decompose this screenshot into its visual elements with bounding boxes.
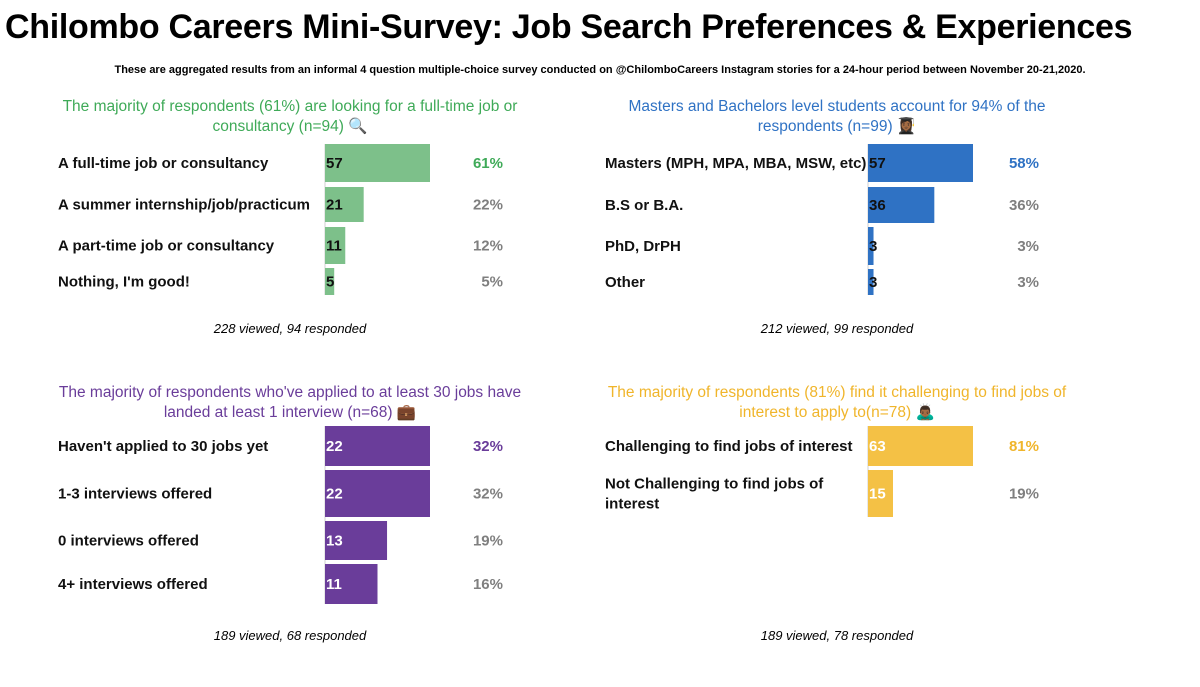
category-label-a-full-time-job-or-consultancy: A full-time job or consultancy <box>58 155 269 172</box>
bar-nothing-i-m-good <box>325 268 335 295</box>
category-label-masters-mph-mpa-mba-msw-etc: Masters (MPH, MPA, MBA, MSW, etc) <box>605 155 866 172</box>
bar-challenging-to-find-jobs-of-interest <box>868 426 973 466</box>
chart-panel-interviews: The majority of respondents who've appli… <box>40 383 600 673</box>
value-label-haven-t-applied-to-30-jobs-yet: 22 <box>326 438 343 455</box>
chart-panel-job-type: The majority of respondents (61%) are lo… <box>40 97 600 387</box>
footnote-job-type: 228 viewed, 94 responded <box>213 321 367 336</box>
bar-a-summer-internship-job-practicum <box>325 187 364 222</box>
bar-a-full-time-job-or-consultancy <box>325 144 430 182</box>
bar-b-s-or-b-a <box>868 187 935 223</box>
footnote-job-interest: 189 viewed, 78 responded <box>760 628 914 643</box>
bar-4-interviews-offered <box>325 564 378 604</box>
category-label-other: Other <box>605 274 645 291</box>
category-label-phd-drph: PhD, DrPH <box>605 238 681 255</box>
percent-label-haven-t-applied-to-30-jobs-yet: 32% <box>473 438 503 455</box>
chart-heading-job-type: The majority of respondents (61%) are lo… <box>62 98 518 135</box>
value-label-other: 3 <box>869 274 877 291</box>
value-label-phd-drph: 3 <box>869 238 877 255</box>
value-label-1-3-interviews-offered: 22 <box>326 486 343 503</box>
value-label-a-part-time-job-or-consultancy: 11 <box>326 238 342 255</box>
bar-chart-job-interest: Challenging to find jobs of interest 63 81… <box>605 426 1039 517</box>
category-label-a-summer-internship-job-practicum: A summer internship/job/practicum <box>58 197 310 214</box>
percent-label-0-interviews-offered: 19% <box>473 533 503 550</box>
percent-label-4-interviews-offered: 16% <box>473 576 503 593</box>
percent-label-1-3-interviews-offered: 32% <box>473 486 503 503</box>
category-label-4-interviews-offered: 4+ interviews offered <box>58 576 208 593</box>
bar-chart-job-type: A full-time job or consultancy 57 61% A sum… <box>58 144 503 295</box>
percent-label-challenging-to-find-jobs-of-interest: 81% <box>1009 438 1039 455</box>
category-label-haven-t-applied-to-30-jobs-yet: Haven't applied to 30 jobs yet <box>58 438 268 455</box>
bar-chart-degree-level: Masters (MPH, MPA, MBA, MSW, etc) 57 58% B.… <box>605 144 1039 295</box>
survey-description: These are aggregated results from an inf… <box>114 64 1086 76</box>
chart-heading-job-interest: The majority of respondents (81%) find i… <box>607 384 1067 421</box>
value-label-4-interviews-offered: 11 <box>326 576 342 593</box>
category-label-0-interviews-offered: 0 interviews offered <box>58 533 199 550</box>
bar-a-part-time-job-or-consultancy <box>325 227 346 264</box>
bar-masters-mph-mpa-mba-msw-etc <box>868 144 973 182</box>
bar-haven-t-applied-to-30-jobs-yet <box>325 426 430 466</box>
bar-other <box>868 269 874 295</box>
category-label-b-s-or-b-a: B.S or B.A. <box>605 197 683 214</box>
value-label-not-challenging-to-find-jobs-of-interest: 15 <box>869 486 886 503</box>
footnote-degree-level: 212 viewed, 99 responded <box>760 321 914 336</box>
bar-phd-drph <box>868 227 874 265</box>
value-label-0-interviews-offered: 13 <box>326 533 343 550</box>
percent-label-a-summer-internship-job-practicum: 22% <box>473 197 503 214</box>
bar-chart-interviews: Haven't applied to 30 jobs yet 22 32% 1-3 i… <box>58 426 503 604</box>
percent-label-b-s-or-b-a: 36% <box>1009 197 1039 214</box>
category-label-challenging-to-find-jobs-of-interest: Challenging to find jobs of interest <box>605 438 853 455</box>
bar-0-interviews-offered <box>325 521 388 560</box>
value-label-a-summer-internship-job-practicum: 21 <box>326 197 343 214</box>
value-label-masters-mph-mpa-mba-msw-etc: 57 <box>869 155 886 172</box>
percent-label-phd-drph: 3% <box>1017 238 1039 255</box>
percent-label-masters-mph-mpa-mba-msw-etc: 58% <box>1009 155 1039 172</box>
bar-1-3-interviews-offered <box>325 470 430 517</box>
value-label-a-full-time-job-or-consultancy: 57 <box>326 155 343 172</box>
chart-heading-degree-level: Masters and Bachelors level students acc… <box>628 98 1046 135</box>
percent-label-a-full-time-job-or-consultancy: 61% <box>473 155 503 172</box>
value-label-challenging-to-find-jobs-of-interest: 63 <box>869 438 886 455</box>
chart-panel-job-interest: The majority of respondents (81%) find i… <box>587 383 1147 673</box>
chart-heading-interviews: The majority of respondents who've appli… <box>58 384 522 421</box>
category-label-not-challenging-to-find-jobs-of-interest: Not Challenging to find jobs of interest <box>605 476 824 513</box>
category-label-nothing-i-m-good: Nothing, I'm good! <box>58 274 190 291</box>
category-label-1-3-interviews-offered: 1-3 interviews offered <box>58 486 212 503</box>
bar-not-challenging-to-find-jobs-of-interest <box>868 470 893 517</box>
percent-label-nothing-i-m-good: 5% <box>481 274 503 291</box>
footnote-interviews: 189 viewed, 68 responded <box>213 628 367 643</box>
value-label-b-s-or-b-a: 36 <box>869 197 886 214</box>
percent-label-not-challenging-to-find-jobs-of-interest: 19% <box>1009 486 1039 503</box>
value-label-nothing-i-m-good: 5 <box>326 274 334 291</box>
percent-label-a-part-time-job-or-consultancy: 12% <box>473 238 503 255</box>
percent-label-other: 3% <box>1017 274 1039 291</box>
main-title: Chilombo Careers Mini-Survey: Job Search… <box>5 8 1133 46</box>
chart-panel-degree-level: Masters and Bachelors level students acc… <box>587 97 1147 387</box>
category-label-a-part-time-job-or-consultancy: A part-time job or consultancy <box>58 238 275 255</box>
